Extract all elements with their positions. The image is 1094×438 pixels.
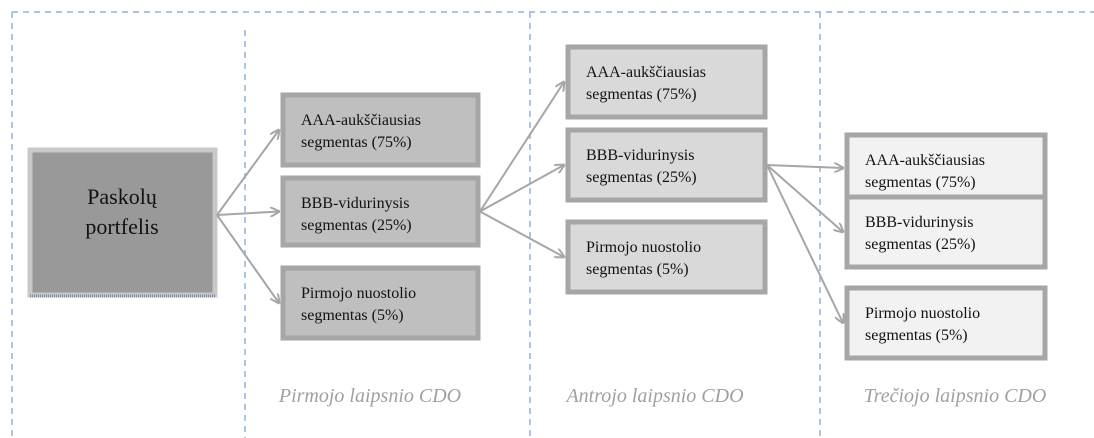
frame bbox=[11, 11, 1094, 438]
tranche-text: BBB-vidurinysis bbox=[586, 147, 694, 164]
stage-label: Trečiojo laipsnio CDO bbox=[864, 385, 1047, 407]
stage-label: Pirmojo laipsnio CDO bbox=[278, 385, 461, 407]
tranche-box bbox=[844, 285, 1048, 361]
arrow bbox=[766, 164, 843, 232]
tranche-text: segmentas (5%) bbox=[586, 261, 689, 278]
tranche-text: Pirmojo nuostolio bbox=[865, 305, 980, 322]
tranche-box bbox=[280, 92, 481, 168]
tranche-text: AAA-aukščiausias bbox=[865, 152, 985, 169]
tranche-text: AAA-aukščiausias bbox=[586, 64, 706, 81]
tranche-text: segmentas (25%) bbox=[586, 169, 697, 186]
tranche-box bbox=[280, 265, 481, 341]
tranche-box bbox=[565, 44, 768, 120]
tranche-box bbox=[565, 127, 768, 203]
arrow bbox=[216, 130, 279, 216]
tranche-text: segmentas (5%) bbox=[865, 327, 968, 344]
arrow bbox=[479, 82, 564, 213]
source-text: portfelis bbox=[85, 214, 158, 239]
source-box bbox=[27, 147, 218, 298]
tranche-text: segmentas (75%) bbox=[586, 86, 697, 103]
arrow bbox=[479, 210, 564, 258]
arrow bbox=[479, 165, 564, 213]
tranche-box bbox=[844, 194, 1048, 270]
arrow bbox=[216, 214, 279, 303]
tranche-text: BBB-vidurinysis bbox=[301, 195, 409, 212]
arrow bbox=[766, 165, 843, 168]
tranche-text: segmentas (5%) bbox=[301, 307, 404, 324]
arrow bbox=[766, 164, 843, 323]
stage-label: Antrojo laipsnio CDO bbox=[564, 385, 743, 407]
source-text: Paskolų bbox=[87, 184, 158, 209]
tranche-text: segmentas (25%) bbox=[301, 217, 412, 234]
tranche-text: Pirmojo nuostolio bbox=[301, 285, 416, 302]
tranche-text: segmentas (25%) bbox=[865, 236, 976, 253]
tranche-box bbox=[280, 175, 481, 248]
tranche-text: segmentas (75%) bbox=[301, 134, 412, 151]
tranche-text: Pirmojo nuostolio bbox=[586, 239, 701, 256]
tranche-text: segmentas (75%) bbox=[865, 174, 976, 191]
tranche-text: BBB-vidurinysis bbox=[865, 214, 973, 231]
arrow bbox=[216, 212, 279, 216]
tranche-text: AAA-aukščiausias bbox=[301, 112, 421, 129]
tranche-box bbox=[565, 219, 768, 295]
